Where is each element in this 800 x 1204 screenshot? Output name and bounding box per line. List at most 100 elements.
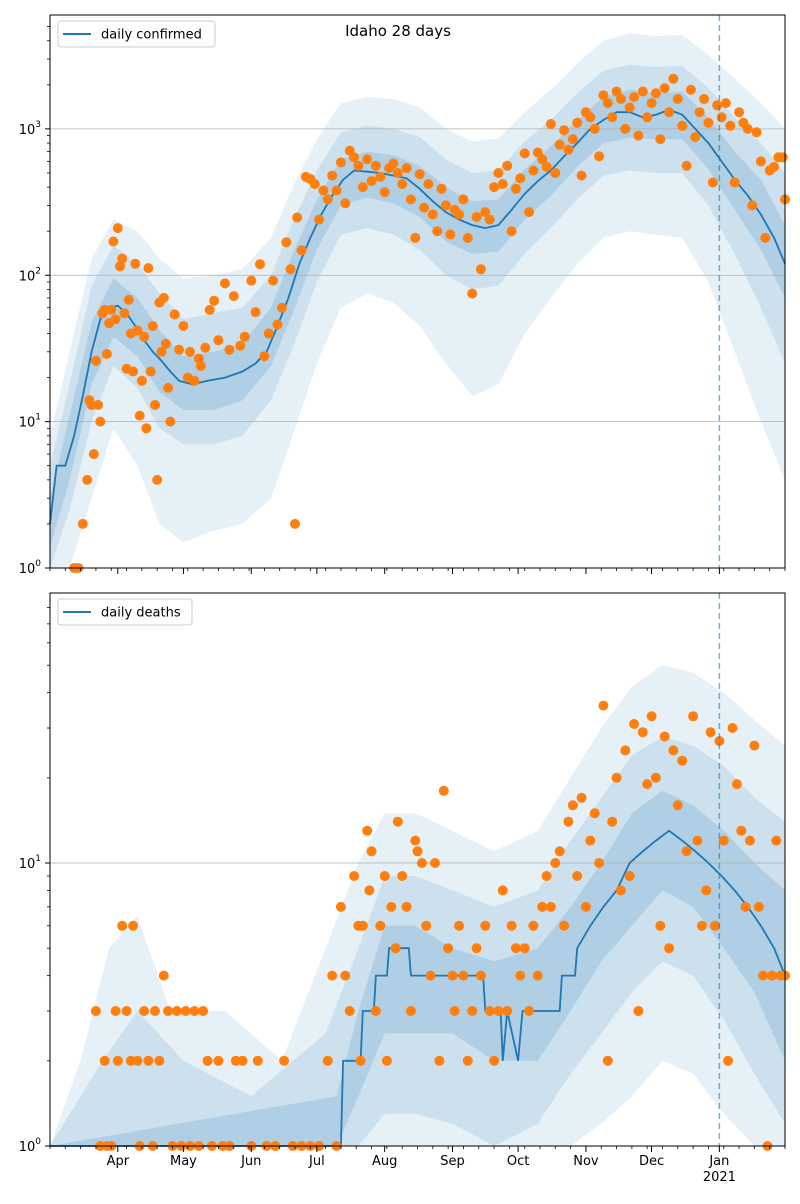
- observed-point: [554, 846, 565, 857]
- confirmed-legend: daily confirmed: [57, 20, 216, 48]
- observed-point: [572, 117, 583, 128]
- observed-point: [228, 291, 239, 302]
- observed-point: [362, 825, 373, 836]
- observed-point: [484, 1006, 495, 1016]
- observed-point: [440, 200, 451, 211]
- observed-point: [156, 346, 167, 357]
- observed-point: [379, 871, 390, 881]
- observed-point: [655, 134, 666, 145]
- observed-point: [668, 745, 679, 756]
- observed-point: [454, 209, 465, 220]
- observed-point: [484, 214, 495, 225]
- observed-point: [753, 901, 764, 912]
- observed-point: [572, 871, 583, 881]
- observed-point: [458, 970, 469, 981]
- observed-point: [736, 825, 747, 836]
- observed-point: [357, 920, 368, 931]
- observed-point: [349, 152, 360, 163]
- band-mid-area: [50, 736, 785, 1146]
- observed-point: [154, 1055, 165, 1066]
- observed-point: [401, 901, 412, 912]
- observed-point: [436, 183, 447, 194]
- observed-point: [147, 321, 158, 331]
- observed-point: [132, 325, 143, 336]
- x-tick-label: Nov: [573, 1154, 599, 1169]
- observed-point: [239, 331, 250, 342]
- observed-point: [145, 366, 156, 377]
- observed-point: [136, 375, 147, 386]
- observed-point: [160, 338, 171, 349]
- observed-point: [134, 410, 145, 421]
- x-tick-label: Jun: [240, 1154, 261, 1169]
- observed-point: [725, 120, 736, 131]
- band-outer-area: [50, 665, 785, 1146]
- observed-point: [405, 1006, 416, 1016]
- observed-point: [615, 885, 626, 896]
- observed-point: [637, 727, 648, 738]
- observed-point: [480, 207, 491, 218]
- observed-point: [688, 711, 699, 722]
- observed-point: [475, 264, 486, 275]
- observed-point: [268, 275, 279, 286]
- x-tick-label: Aug: [372, 1154, 397, 1169]
- observed-point: [467, 288, 478, 299]
- observed-point: [515, 970, 526, 981]
- x-tick-label: Sep: [440, 1154, 465, 1169]
- observed-point: [344, 1006, 355, 1016]
- deaths-panel: 100 101 Apr May Jun Jul Aug Sep Oct Nov Dec Jan2021…: [19, 592, 790, 1185]
- observed-point: [742, 123, 753, 134]
- observed-point: [611, 86, 622, 97]
- observed-point: [169, 309, 180, 320]
- observed-point: [545, 119, 556, 129]
- observed-point: [458, 194, 469, 205]
- observed-point: [489, 182, 500, 193]
- observed-point: [493, 1006, 504, 1016]
- x-tick-label: Jan: [708, 1154, 729, 1169]
- y-tick-label: 102: [19, 266, 41, 284]
- observed-point: [340, 198, 351, 209]
- observed-point: [108, 236, 119, 247]
- observed-point: [447, 970, 458, 981]
- confirmed-uncertainty-bands: [50, 33, 785, 569]
- observed-point: [633, 130, 644, 141]
- observed-point: [480, 920, 491, 931]
- observed-point: [519, 148, 530, 159]
- observed-point: [364, 885, 375, 896]
- observed-point: [541, 161, 552, 172]
- observed-point: [77, 518, 88, 529]
- observed-point: [349, 871, 360, 881]
- observed-point: [524, 207, 535, 218]
- observed-point: [712, 100, 723, 111]
- observed-point: [445, 229, 456, 240]
- observed-point: [423, 179, 434, 189]
- observed-point: [178, 321, 189, 331]
- observed-point: [397, 871, 408, 881]
- observed-point: [185, 346, 195, 357]
- observed-point: [637, 86, 648, 97]
- observed-point: [727, 723, 738, 733]
- observed-point: [589, 123, 600, 134]
- observed-point: [611, 772, 622, 783]
- observed-point: [602, 98, 613, 109]
- observed-point: [281, 237, 292, 248]
- observed-point: [370, 160, 381, 171]
- observed-point: [335, 901, 346, 912]
- observed-point: [745, 835, 755, 846]
- observed-point: [88, 449, 99, 460]
- observed-point: [292, 212, 303, 223]
- band-mid-area: [50, 64, 785, 568]
- observed-point: [475, 970, 486, 981]
- observed-point: [502, 1006, 513, 1016]
- x-year-label: 2021: [703, 1170, 736, 1185]
- observed-point: [681, 160, 692, 171]
- observed-point: [629, 719, 640, 729]
- observed-point: [541, 871, 552, 881]
- observed-point: [250, 307, 261, 318]
- observed-point: [195, 361, 206, 371]
- deaths-legend: daily deaths: [57, 598, 193, 626]
- observed-point: [705, 727, 716, 738]
- observed-point: [749, 740, 760, 751]
- observed-point: [150, 400, 160, 410]
- observed-point: [410, 232, 421, 243]
